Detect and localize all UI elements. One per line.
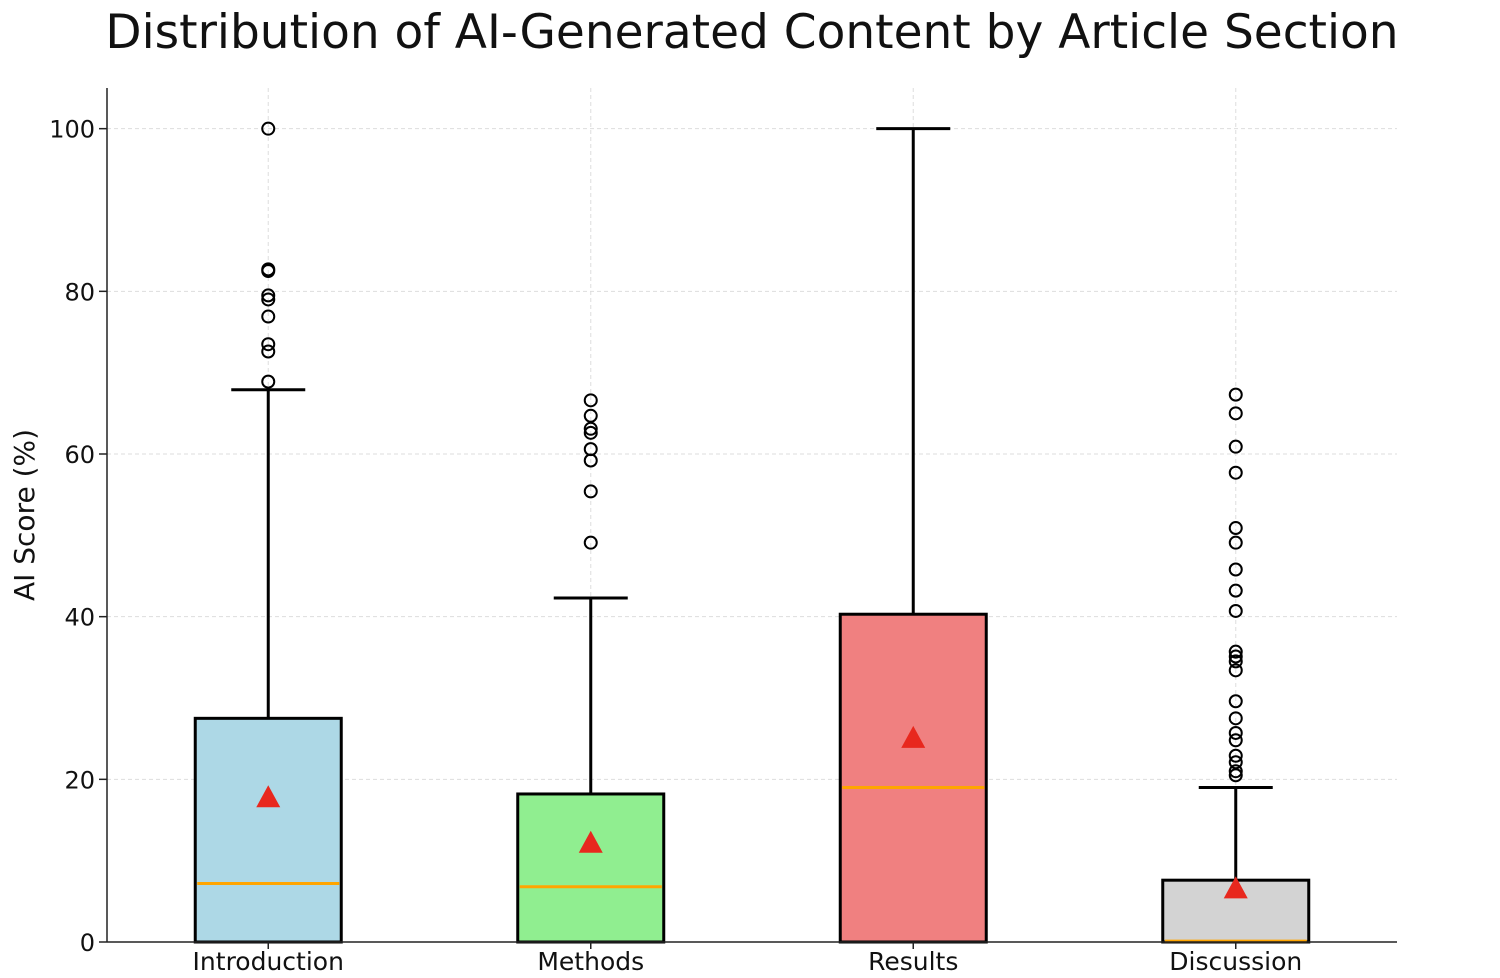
box-methods	[516, 393, 666, 944]
outlier-point	[261, 309, 276, 324]
y-tick-label: 80	[64, 278, 95, 306]
outlier-point	[1228, 768, 1243, 783]
outlier-point	[261, 374, 276, 389]
x-tick-label: Methods	[537, 947, 644, 976]
outlier-point	[583, 535, 598, 550]
outlier-point	[583, 453, 598, 468]
outlier-point	[1228, 521, 1243, 536]
outlier-point	[261, 344, 276, 359]
y-tick-label: 60	[64, 441, 95, 469]
box-iqr	[193, 716, 343, 944]
outlier-point	[261, 337, 276, 352]
mean-marker	[256, 785, 281, 808]
outlier-point	[1228, 562, 1243, 577]
y-tick-label: 40	[64, 604, 95, 632]
outlier-point	[1228, 649, 1243, 664]
box-discussion	[1161, 387, 1311, 944]
y-tick-label: 100	[49, 116, 95, 144]
axes: 0 20 40 60 80 100 Introduction Methods Results Di…	[49, 88, 1397, 976]
outlier-point	[1228, 654, 1243, 669]
outlier-point	[1228, 644, 1243, 659]
y-axis-label: AI Score (%)	[8, 429, 41, 601]
outlier-point	[1228, 748, 1243, 763]
outlier-point	[1228, 603, 1243, 618]
outlier-point	[1228, 694, 1243, 709]
outlier-point	[1228, 725, 1243, 740]
outlier-point	[1228, 583, 1243, 598]
outlier-point	[583, 393, 598, 408]
mean-marker	[901, 725, 926, 748]
outlier-point	[261, 264, 276, 278]
box-results	[838, 127, 988, 944]
outlier-point	[1228, 764, 1243, 779]
outlier-point	[583, 425, 598, 440]
y-tick-label: 0	[80, 929, 95, 957]
box-introduction	[193, 121, 343, 944]
mean-marker	[1223, 876, 1248, 899]
outlier-point	[261, 292, 276, 307]
outlier-point	[583, 421, 598, 436]
outlier-point	[1228, 663, 1243, 678]
box-iqr	[838, 612, 988, 944]
outlier-point	[1228, 387, 1243, 402]
x-tick-label: Discussion	[1169, 947, 1302, 976]
outlier-point	[1228, 439, 1243, 454]
x-tick-label: Results	[868, 947, 958, 976]
outlier-point	[1228, 465, 1243, 480]
outlier-point	[1228, 755, 1243, 770]
boxes	[193, 121, 1311, 944]
outlier-point	[583, 408, 598, 423]
x-tick-label: Introduction	[193, 947, 344, 976]
outlier-point	[1228, 535, 1243, 550]
chart-title: Distribution of AI-Generated Content by …	[105, 5, 1398, 60]
outlier-point	[1228, 406, 1243, 421]
y-tick-label: 20	[64, 766, 95, 794]
outlier-point	[1228, 711, 1243, 726]
mean-marker	[578, 830, 603, 853]
outlier-point	[1228, 733, 1243, 748]
box-iqr	[516, 792, 666, 944]
outlier-point	[261, 288, 276, 303]
outlier-point	[583, 484, 598, 499]
outlier-point	[261, 121, 276, 136]
